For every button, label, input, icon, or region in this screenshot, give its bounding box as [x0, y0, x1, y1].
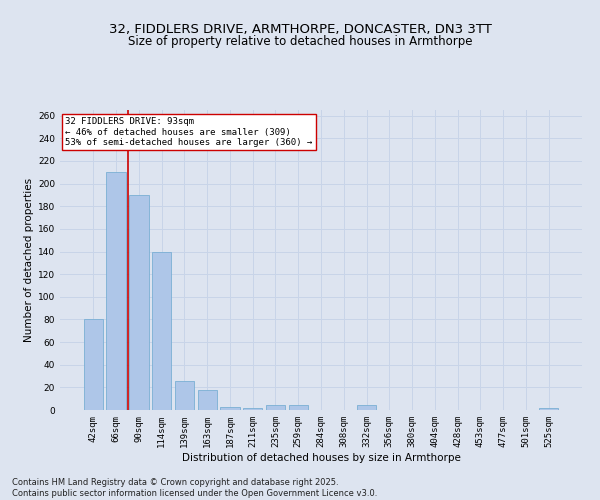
Bar [539, 408, 558, 410]
Bar [152, 252, 172, 410]
Text: 32, FIDDLERS DRIVE, ARMTHORPE, DONCASTER, DN3 3TT: 32, FIDDLERS DRIVE, ARMTHORPE, DONCASTER… [109, 22, 491, 36]
Bar [84, 320, 103, 410]
Y-axis label: Number of detached properties: Number of detached properties [24, 178, 34, 342]
Bar [175, 380, 194, 410]
Bar [357, 406, 376, 410]
Bar [197, 390, 217, 410]
Text: 32 FIDDLERS DRIVE: 93sqm
← 46% of detached houses are smaller (309)
53% of semi-: 32 FIDDLERS DRIVE: 93sqm ← 46% of detach… [65, 118, 313, 148]
Text: Contains HM Land Registry data © Crown copyright and database right 2025.
Contai: Contains HM Land Registry data © Crown c… [12, 478, 377, 498]
Bar [243, 408, 262, 410]
Bar [289, 406, 308, 410]
Text: Size of property relative to detached houses in Armthorpe: Size of property relative to detached ho… [128, 35, 472, 48]
Bar [129, 195, 149, 410]
Bar [220, 406, 239, 410]
Bar [266, 406, 285, 410]
X-axis label: Distribution of detached houses by size in Armthorpe: Distribution of detached houses by size … [182, 452, 460, 462]
Bar [106, 172, 126, 410]
